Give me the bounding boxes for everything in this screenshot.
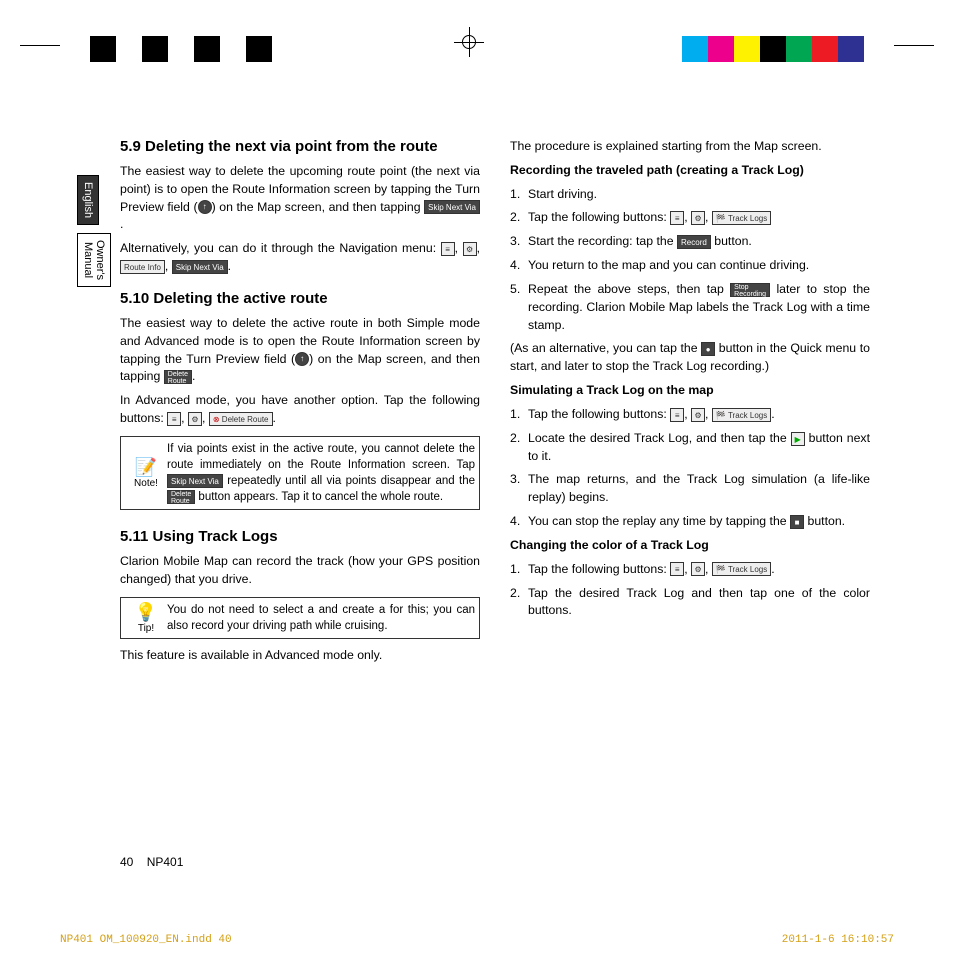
skip-next-via-button: Skip Next Via: [424, 200, 480, 214]
record-button: Record: [677, 235, 711, 249]
tip-box: 💡Tip! You do not need to select a and cr…: [120, 597, 480, 639]
skip-next-via-button: Skip Next Via: [167, 474, 223, 488]
play-icon: ▶: [791, 432, 805, 446]
turn-preview-icon: ↑: [198, 200, 212, 214]
tip-icon: 💡: [135, 602, 157, 623]
para: This feature is available in Advanced mo…: [120, 647, 480, 665]
stop-recording-button: StopRecording: [730, 283, 770, 297]
note-icon: 📝: [135, 457, 157, 478]
stop-icon: ■: [790, 515, 804, 529]
para: Alternatively, you can do it through the…: [120, 240, 480, 276]
tools-icon: ⚙: [691, 562, 705, 576]
list-item: 4.You return to the map and you can cont…: [510, 257, 870, 275]
list-item: 1.Tap the following buttons: ≡, ⚙, 🏁 Tra…: [510, 406, 870, 424]
track-logs-button: 🏁 Track Logs: [712, 408, 771, 422]
skip-next-via-button: Skip Next Via: [172, 260, 228, 274]
tab-manual: Owner's Manual: [77, 233, 111, 287]
turn-preview-icon: ↑: [295, 352, 309, 366]
left-column: 5.9 Deleting the next via point from the…: [120, 138, 480, 671]
tools-icon: ⚙: [463, 242, 477, 256]
tools-icon: ⚙: [691, 211, 705, 225]
menu-icon: ≡: [670, 562, 684, 576]
list-item: 2.Tap the following buttons: ≡, ⚙, 🏁 Tra…: [510, 209, 870, 227]
page-number: 40: [120, 855, 133, 869]
menu-icon: ≡: [441, 242, 455, 256]
heading-5-11: 5.11 Using Track Logs: [120, 528, 480, 545]
heading-5-9: 5.9 Deleting the next via point from the…: [120, 138, 480, 155]
note-text: If via points exist in the active route,…: [167, 441, 475, 505]
list-item: 4.You can stop the replay any time by ta…: [510, 513, 870, 531]
delete-route-button: DeleteRoute: [164, 370, 192, 384]
right-column: The procedure is explained starting from…: [510, 138, 870, 671]
registration-marks: [0, 18, 954, 78]
note-box: 📝Note! If via points exist in the active…: [120, 436, 480, 510]
delete-route-button: DeleteRoute: [167, 490, 195, 504]
heading-5-10: 5.10 Deleting the active route: [120, 290, 480, 307]
list-item: 3.Start the recording: tap the Record bu…: [510, 233, 870, 251]
menu-icon: ≡: [670, 408, 684, 422]
route-info-button: Route Info: [120, 260, 165, 274]
subhead-simulating: Simulating a Track Log on the map: [510, 382, 870, 400]
para: (As an alternative, you can tap the ● bu…: [510, 340, 870, 376]
quick-record-icon: ●: [701, 342, 715, 356]
track-logs-button: 🏁 Track Logs: [712, 562, 771, 576]
para: Clarion Mobile Map can record the track …: [120, 553, 480, 589]
list-item: 2.Locate the desired Track Log, and then…: [510, 430, 870, 466]
track-logs-button: 🏁 Track Logs: [712, 211, 771, 225]
subhead-color: Changing the color of a Track Log: [510, 537, 870, 555]
list-item: 2.Tap the desired Track Log and then tap…: [510, 585, 870, 621]
para: The easiest way to delete the upcoming r…: [120, 163, 480, 234]
menu-icon: ≡: [670, 211, 684, 225]
delete-route-big-button: ⊗ Delete Route: [209, 412, 273, 426]
para: The easiest way to delete the active rou…: [120, 315, 480, 386]
tip-text: You do not need to select a and create a…: [167, 602, 475, 634]
list-item: 1.Tap the following buttons: ≡, ⚙, 🏁 Tra…: [510, 561, 870, 579]
tools-icon: ⚙: [691, 408, 705, 422]
list-item: 5.Repeat the above steps, then tap StopR…: [510, 281, 870, 334]
print-file: NP401 OM_100920_EN.indd 40: [60, 934, 232, 946]
tab-english: English: [77, 175, 99, 225]
subhead-recording: Recording the traveled path (creating a …: [510, 162, 870, 180]
para: The procedure is explained starting from…: [510, 138, 870, 156]
tools-icon: ⚙: [188, 412, 202, 426]
list-item: 3.The map returns, and the Track Log sim…: [510, 471, 870, 507]
para: In Advanced mode, you have another optio…: [120, 392, 480, 428]
list-item: 1.Start driving.: [510, 186, 870, 204]
print-timestamp: 2011-1-6 16:10:57: [782, 934, 894, 946]
model-number: NP401: [147, 855, 184, 869]
side-tabs: English Owner's Manual: [77, 175, 111, 295]
page-footer: 40 NP401: [120, 855, 183, 869]
menu-icon: ≡: [167, 412, 181, 426]
